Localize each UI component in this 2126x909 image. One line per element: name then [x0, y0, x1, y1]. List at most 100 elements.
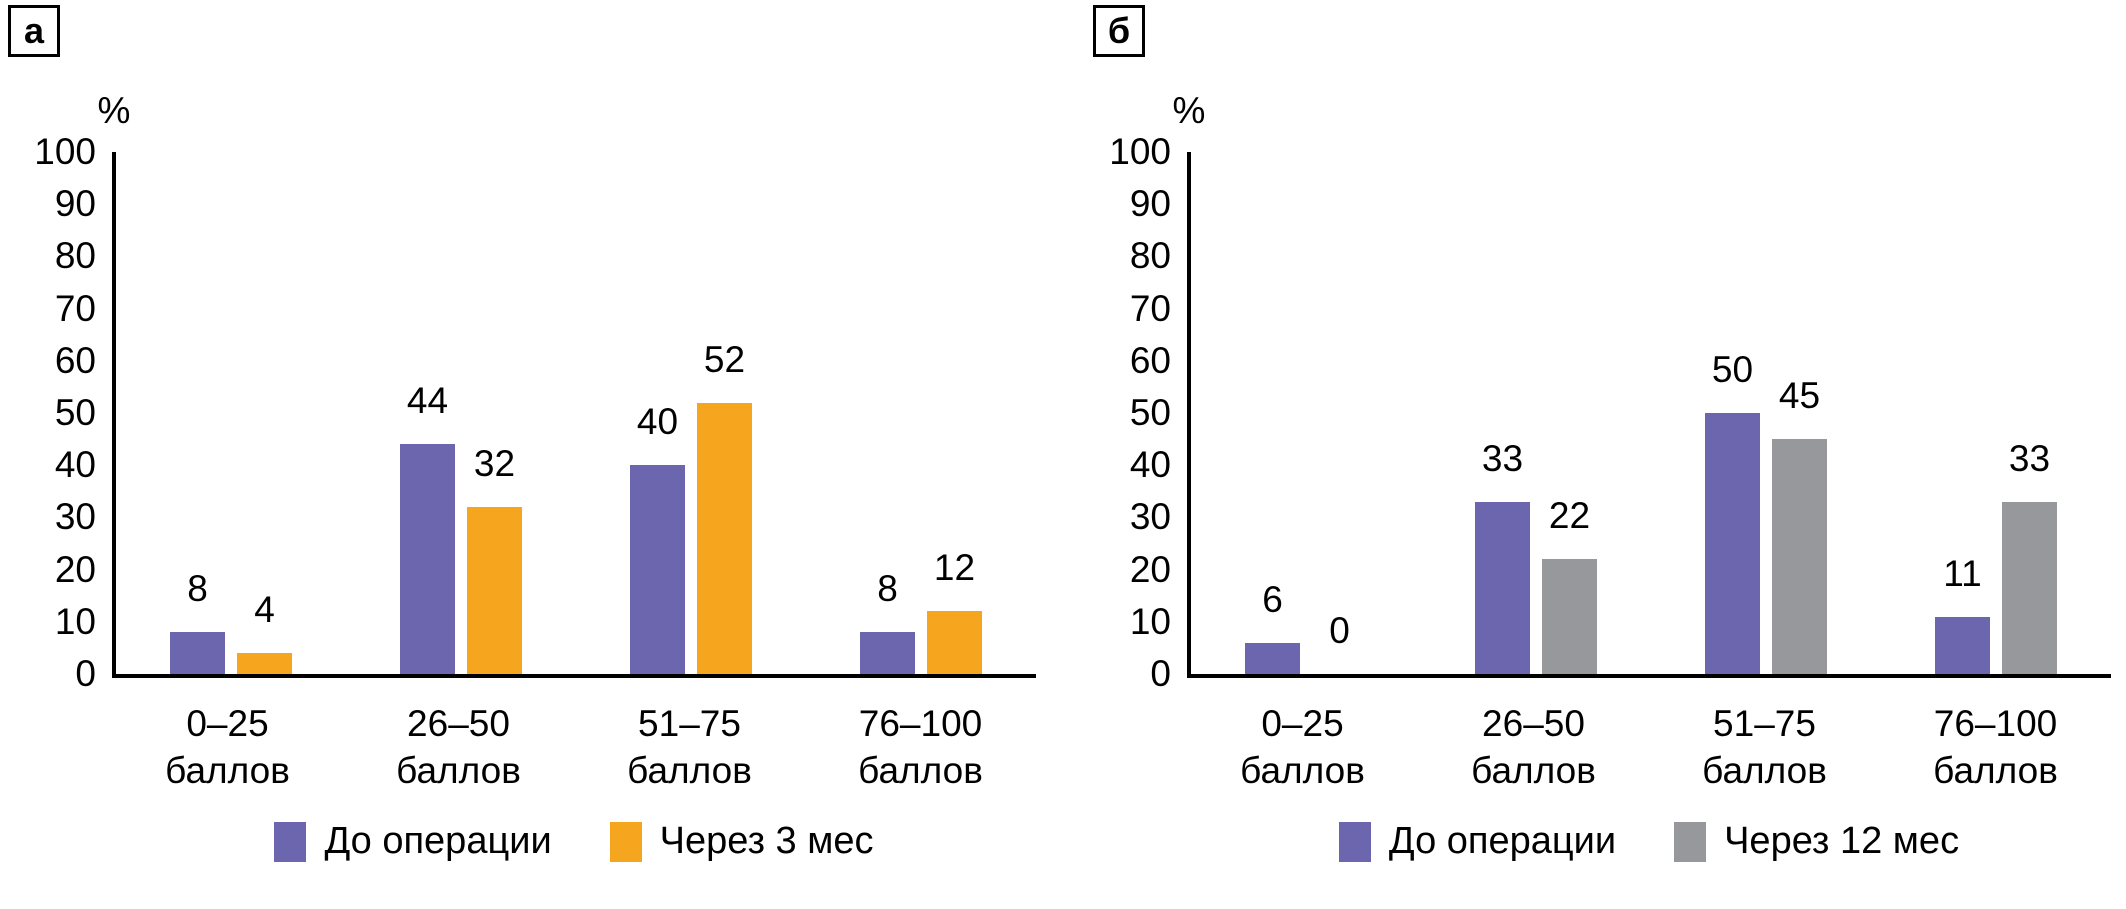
bar-value-label: 44 — [406, 380, 449, 422]
legend-item: До операции — [274, 820, 552, 863]
category-label: 26–50 баллов — [1418, 700, 1649, 794]
bar — [860, 632, 915, 674]
category-label-line: баллов — [396, 750, 521, 791]
bar-group: 40 52 — [576, 152, 806, 674]
legend: До операции Через 12 мес — [1187, 820, 2111, 863]
bar — [170, 632, 225, 674]
category-row: 0–25 баллов 26–50 баллов 51–75 баллов 76–100 ба… — [1187, 700, 2111, 794]
y-tick-label: 60 — [1129, 339, 1171, 381]
bar-wrap: 8 — [170, 152, 225, 674]
bar-value-label: 45 — [1778, 375, 1821, 417]
panel-label-box: б — [1093, 5, 1145, 57]
bar-value-label: 0 — [1329, 610, 1350, 651]
legend-swatch — [1674, 821, 1707, 862]
legend-swatch — [274, 821, 307, 862]
bar — [400, 444, 455, 674]
panel-label-box: а — [8, 5, 60, 57]
legend-label: До операции — [1388, 820, 1617, 862]
category-row: 0–25 баллов 26–50 баллов 51–75 баллов 76–100 ба… — [112, 700, 1036, 794]
y-axis-unit-label: % — [97, 90, 131, 131]
bar — [697, 402, 752, 674]
bar-value-label: 32 — [473, 442, 516, 484]
bar-value-label: 50 — [1711, 349, 1754, 390]
category-label-line: баллов — [1702, 750, 1827, 791]
bar — [927, 611, 982, 674]
plot-area: 6 0 33 22 50 45 11 33 — [1187, 152, 2111, 678]
category-label-line: 26–50 — [1482, 703, 1585, 744]
y-tick-label: 100 — [1109, 131, 1171, 172]
category-label: 51–75 баллов — [1649, 700, 1880, 794]
bar-value-label: 12 — [933, 547, 976, 589]
category-label: 0–25 баллов — [112, 700, 343, 794]
bar-wrap: 11 — [1935, 152, 1990, 674]
bar — [467, 506, 522, 674]
y-tick-label: 30 — [54, 496, 96, 538]
chart-panel-a: а% 100 90 80 70 60 50 40 30 20 10 0 8 4 44 32 40 52 8 12 0–2… — [8, 5, 1036, 863]
bar — [1772, 439, 1827, 674]
legend-label: Через 12 мес — [1724, 820, 1960, 862]
category-label: 26–50 баллов — [343, 700, 574, 794]
bar — [630, 465, 685, 674]
bar-wrap: 0 — [1312, 152, 1367, 674]
bar-value-label: 22 — [1548, 495, 1591, 537]
bar-group: 11 33 — [1881, 152, 2111, 674]
y-tick-label: 50 — [1129, 392, 1171, 433]
bar-group: 33 22 — [1421, 152, 1651, 674]
category-label: 76–100 баллов — [1880, 700, 2111, 794]
legend-label: Через 3 мес — [659, 820, 874, 862]
bar-wrap: 52 — [697, 152, 752, 674]
bar-group: 8 12 — [806, 152, 1036, 674]
category-label: 51–75 баллов — [574, 700, 805, 794]
category-label-line: 76–100 — [1933, 703, 2058, 744]
bar-value-label: 33 — [1481, 437, 1524, 479]
y-tick-label: 70 — [54, 287, 96, 329]
bar-value-label: 33 — [2008, 437, 2051, 479]
bar-group: 44 32 — [346, 152, 576, 674]
bar — [1542, 559, 1597, 674]
bar — [1475, 501, 1530, 674]
y-tick-label: 10 — [54, 600, 96, 642]
bar-value-label: 8 — [187, 568, 208, 610]
bar-value-label: 8 — [877, 568, 898, 610]
bar-wrap: 8 — [860, 152, 915, 674]
bar — [1705, 413, 1760, 674]
bar — [1935, 616, 1990, 674]
bar-wrap: 4 — [237, 152, 292, 674]
bar-value-label: 40 — [636, 401, 679, 443]
legend-item: Через 12 мес — [1674, 820, 1959, 863]
bar-value-label: 52 — [703, 338, 746, 380]
legend-item: Через 3 мес — [609, 820, 874, 863]
legend-swatch — [609, 821, 642, 862]
bar-wrap: 12 — [927, 152, 982, 674]
category-label-line: баллов — [1240, 750, 1365, 791]
bar-wrap: 33 — [1475, 152, 1530, 674]
bar — [1245, 642, 1300, 674]
category-label-line: 76–100 — [858, 703, 983, 744]
y-tick-label: 50 — [54, 392, 96, 433]
bar-group: 50 45 — [1651, 152, 1881, 674]
y-tick-label: 100 — [34, 131, 96, 172]
bar-wrap: 6 — [1245, 152, 1300, 674]
category-label-line: 51–75 — [638, 703, 741, 744]
category-label-line: 51–75 — [1713, 703, 1816, 744]
category-label-line: баллов — [1471, 750, 1596, 791]
y-tick-label: 20 — [1129, 548, 1171, 590]
category-label-line: 26–50 — [407, 703, 510, 744]
y-tick-label: 0 — [1150, 653, 1171, 694]
y-tick-label: 70 — [1129, 287, 1171, 329]
category-label-line: 0–25 — [186, 703, 269, 744]
bar-value-label: 11 — [1943, 552, 1982, 594]
bar — [237, 653, 292, 674]
legend-item: До операции — [1338, 820, 1617, 863]
legend-swatch — [1338, 821, 1371, 862]
panel-label: б — [1107, 10, 1131, 51]
legend-label: До операции — [324, 820, 552, 862]
category-label: 0–25 баллов — [1187, 700, 1418, 794]
category-label-line: 0–25 — [1261, 703, 1344, 744]
chart-panel-b: б% 100 90 80 70 60 50 40 30 20 10 0 6 0 33 22 50 45 11 33 0–… — [1063, 0, 2126, 909]
bar-wrap: 40 — [630, 152, 685, 674]
y-tick-label: 40 — [54, 444, 96, 486]
bar-value-label: 4 — [254, 589, 275, 631]
